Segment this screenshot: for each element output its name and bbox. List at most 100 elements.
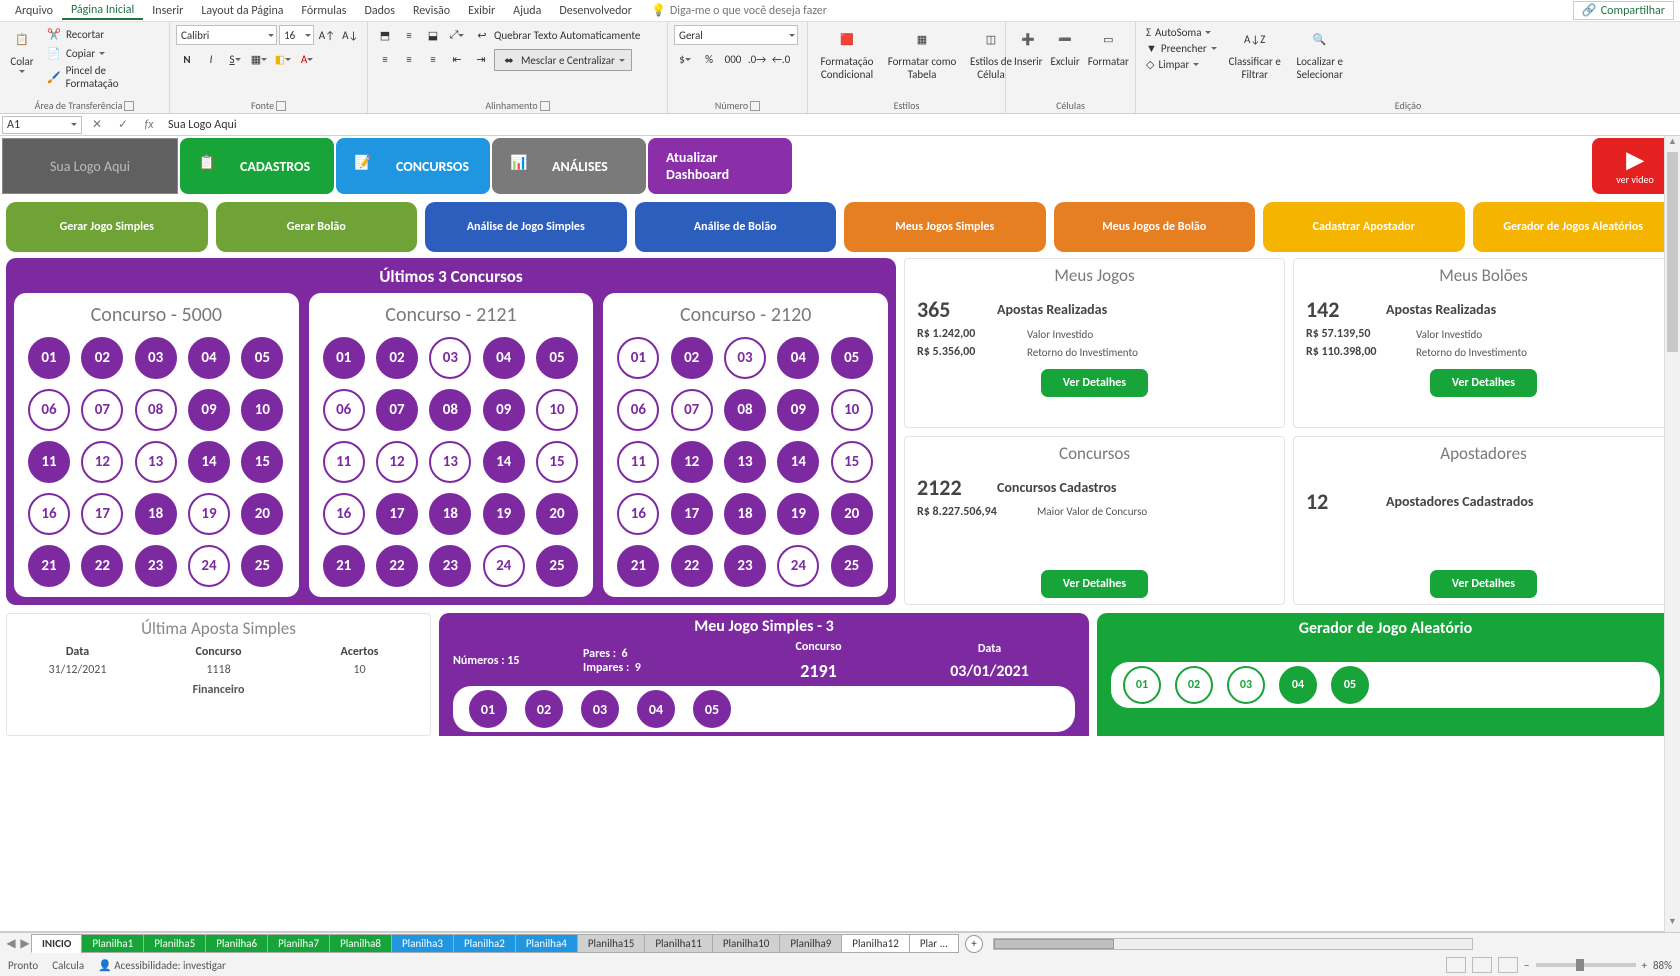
- italic-button[interactable]: I: [200, 49, 222, 69]
- scroll-up-button[interactable]: ▲: [1665, 136, 1680, 152]
- decrease-font-button[interactable]: A↓: [340, 25, 361, 45]
- analises-button[interactable]: 📊ANÁLISES: [492, 138, 646, 194]
- scroll-thumb[interactable]: [1667, 152, 1678, 352]
- gerar-bolao-button[interactable]: Gerar Bolão: [216, 202, 418, 252]
- fill-color-button[interactable]: ◧: [272, 49, 294, 69]
- sort-filter-button[interactable]: A↓ZClassificar e Filtrar: [1225, 25, 1285, 98]
- menu-pagina-inicial[interactable]: Página Inicial: [62, 2, 143, 20]
- autosum-button[interactable]: Σ AutoSoma: [1142, 25, 1221, 40]
- menu-layout[interactable]: Layout da Página: [192, 3, 292, 19]
- conditional-formatting-button[interactable]: 🟥Formatação Condicional: [814, 25, 880, 98]
- analise-jogo-simples-button[interactable]: Análise de Jogo Simples: [425, 202, 627, 252]
- underline-button[interactable]: S: [224, 49, 246, 69]
- cut-button[interactable]: ✂️Recortar: [42, 25, 163, 43]
- formula-input[interactable]: Sua Logo Aqui: [162, 117, 1680, 133]
- insert-cells-button[interactable]: ➕Inserir: [1012, 25, 1045, 98]
- normal-view-button[interactable]: [1446, 957, 1466, 973]
- currency-button[interactable]: $: [674, 49, 696, 69]
- increase-decimal-button[interactable]: .0→: [746, 49, 768, 69]
- menu-desenvolvedor[interactable]: Desenvolvedor: [550, 3, 641, 19]
- analise-bolao-button[interactable]: Análise de Bolão: [635, 202, 837, 252]
- sheet-tab[interactable]: Planilha1: [81, 934, 144, 953]
- vertical-scrollbar[interactable]: ▲ ▼: [1664, 136, 1680, 932]
- cancel-formula-button[interactable]: ✕: [84, 116, 110, 134]
- align-middle-button[interactable]: ≡: [398, 25, 420, 45]
- percent-button[interactable]: %: [698, 49, 720, 69]
- align-bottom-button[interactable]: ⬓: [422, 25, 444, 45]
- align-top-button[interactable]: ⬒: [374, 25, 396, 45]
- sheet-tab[interactable]: Planilha10: [712, 934, 781, 953]
- indent-increase-button[interactable]: ⇥: [470, 49, 492, 69]
- bold-button[interactable]: N: [176, 49, 198, 69]
- atualizar-dashboard-button[interactable]: Atualizar Dashboard: [648, 138, 792, 194]
- cadastrar-apostador-button[interactable]: Cadastrar Apostador: [1263, 202, 1465, 252]
- orientation-button[interactable]: ⤢: [446, 25, 468, 45]
- merge-center-button[interactable]: ⬌Mesclar e Centralizar: [494, 49, 632, 71]
- menu-revisao[interactable]: Revisão: [404, 3, 459, 19]
- increase-font-button[interactable]: A↑: [316, 25, 337, 45]
- sheet-tab[interactable]: Planilha2: [453, 934, 516, 953]
- hscroll-thumb[interactable]: [994, 939, 1114, 949]
- meus-jogos-bolao-button[interactable]: Meus Jogos de Bolão: [1054, 202, 1256, 252]
- number-format-combo[interactable]: Geral: [674, 25, 798, 45]
- fx-button[interactable]: fx: [136, 116, 162, 134]
- gerar-jogo-simples-button[interactable]: Gerar Jogo Simples: [6, 202, 208, 252]
- sheet-tab[interactable]: Planilha4: [515, 934, 578, 953]
- accessibility-status[interactable]: 👤 Acessibilidade: investigar: [98, 959, 226, 972]
- indent-decrease-button[interactable]: ⇤: [446, 49, 468, 69]
- fill-button[interactable]: ▼ Preencher: [1142, 41, 1221, 56]
- align-center-button[interactable]: ≡: [398, 49, 420, 69]
- launcher-icon[interactable]: [124, 101, 134, 111]
- tab-nav-left[interactable]: ◀: [4, 936, 18, 951]
- sheet-tab[interactable]: Planilha3: [391, 934, 454, 953]
- menu-formulas[interactable]: Fórmulas: [293, 3, 356, 19]
- meus-jogos-simples-button[interactable]: Meus Jogos Simples: [844, 202, 1046, 252]
- align-right-button[interactable]: ≡: [422, 49, 444, 69]
- format-cells-button[interactable]: ▭Formatar: [1086, 25, 1131, 98]
- comma-button[interactable]: 000: [722, 49, 744, 69]
- zoom-slider[interactable]: [1536, 963, 1636, 967]
- zoom-knob[interactable]: [1576, 959, 1584, 971]
- font-color-button[interactable]: A: [296, 49, 318, 69]
- confirm-formula-button[interactable]: ✓: [110, 116, 136, 134]
- font-size-combo[interactable]: 16: [279, 25, 314, 45]
- clear-button[interactable]: ◇ Limpar: [1142, 57, 1221, 72]
- name-box[interactable]: A1: [2, 116, 82, 134]
- scroll-track[interactable]: [1665, 152, 1680, 916]
- gerador-aleatorio-button[interactable]: Gerador de Jogos Aleatórios: [1473, 202, 1675, 252]
- paste-button[interactable]: 📋 Colar: [6, 25, 38, 98]
- sheet-tab[interactable]: Planilha11: [644, 934, 713, 953]
- menu-dados[interactable]: Dados: [355, 3, 403, 19]
- ver-detalhes-apostadores-button[interactable]: Ver Detalhes: [1430, 570, 1537, 598]
- delete-cells-button[interactable]: ➖Excluir: [1049, 25, 1082, 98]
- horizontal-scrollbar[interactable]: [993, 938, 1473, 950]
- add-sheet-button[interactable]: +: [965, 935, 983, 953]
- launcher-icon[interactable]: [540, 101, 550, 111]
- tell-me[interactable]: 💡 Diga-me o que você deseja fazer: [651, 3, 827, 18]
- menu-ajuda[interactable]: Ajuda: [504, 3, 550, 19]
- zoom-out-button[interactable]: −: [1524, 959, 1529, 972]
- sheet-tab[interactable]: Planilha9: [779, 934, 842, 953]
- ver-detalhes-boloes-button[interactable]: Ver Detalhes: [1430, 369, 1537, 397]
- format-painter-button[interactable]: 🖌️Pincel de Formatação: [42, 63, 163, 91]
- sheet-tab[interactable]: Planilha6: [205, 934, 268, 953]
- format-table-button[interactable]: ▦Formatar como Tabela: [884, 25, 960, 98]
- page-break-view-button[interactable]: [1498, 957, 1518, 973]
- launcher-icon[interactable]: [276, 101, 286, 111]
- cadastros-button[interactable]: 📋CADASTROS: [180, 138, 334, 194]
- align-left-button[interactable]: ≡: [374, 49, 396, 69]
- page-layout-view-button[interactable]: [1472, 957, 1492, 973]
- ver-detalhes-jogos-button[interactable]: Ver Detalhes: [1041, 369, 1148, 397]
- scroll-down-button[interactable]: ▼: [1665, 916, 1680, 932]
- sheet-tab[interactable]: Planilha15: [577, 934, 646, 953]
- sheet-tab[interactable]: Planilha5: [143, 934, 206, 953]
- sheet-tab[interactable]: INICIO: [31, 934, 82, 953]
- find-select-button[interactable]: 🔍Localizar e Selecionar: [1289, 25, 1351, 98]
- ver-detalhes-concursos-button[interactable]: Ver Detalhes: [1041, 570, 1148, 598]
- menu-arquivo[interactable]: Arquivo: [6, 3, 62, 19]
- sheet-tab[interactable]: Plar ...: [909, 934, 959, 953]
- menu-exibir[interactable]: Exibir: [459, 3, 504, 19]
- concursos-button[interactable]: 📝CONCURSOS: [336, 138, 490, 194]
- sheet-tab[interactable]: Planilha7: [267, 934, 330, 953]
- wrap-text-button[interactable]: ↩Quebrar Texto Automaticamente: [470, 25, 644, 45]
